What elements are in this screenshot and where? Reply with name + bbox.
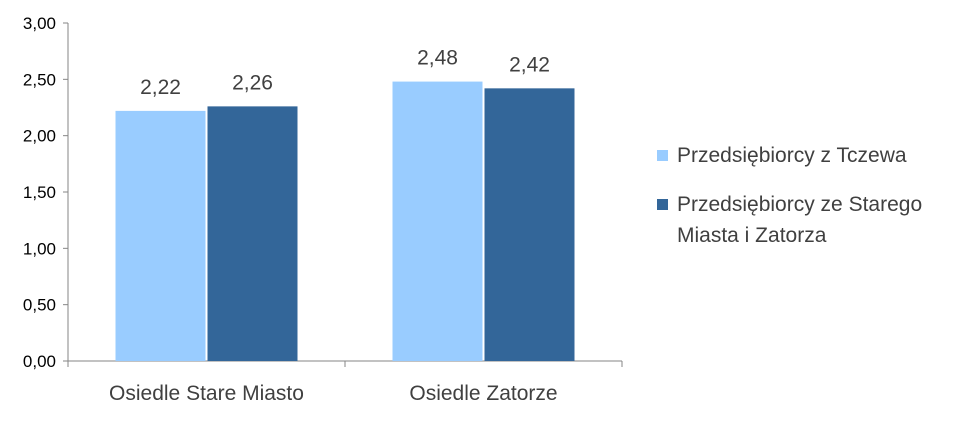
bar [484, 88, 575, 361]
bar-data-label: 2,48 [417, 47, 458, 70]
legend-label-tczew: Przedsiębiorcy z Tczewa [677, 144, 907, 167]
bar [207, 106, 298, 361]
legend-swatch-stare-miasto-zatorze [657, 199, 668, 210]
bar-data-label: 2,26 [232, 71, 273, 94]
legend-label-stare-miasto-zatorze: Przedsiębiorcy ze Starego Miasta i Zator… [677, 193, 923, 247]
bar-data-label: 2,42 [509, 53, 550, 76]
y-tick-label: 3,00 [23, 14, 56, 33]
y-tick-label: 1,00 [23, 239, 56, 258]
y-tick-label: 1,50 [23, 183, 56, 202]
bar [115, 110, 206, 361]
chart-legend: Przedsiębiorcy z Tczewa Przedsiębiorcy z… [657, 140, 952, 269]
legend-item-stare-miasto-zatorze: Przedsiębiorcy ze Starego Miasta i Zator… [657, 189, 952, 251]
bar [392, 81, 483, 361]
y-tick-label: 0,50 [23, 296, 56, 315]
y-tick-label: 2,50 [23, 70, 56, 89]
x-category-label: Osiedle Stare Miasto [109, 382, 304, 405]
x-category-label: Osiedle Zatorze [409, 382, 557, 405]
legend-item-tczew: Przedsiębiorcy z Tczewa [657, 140, 952, 171]
bar-data-label: 2,22 [140, 76, 181, 99]
y-tick-label: 0,00 [23, 352, 56, 371]
legend-swatch-tczew [657, 150, 668, 161]
y-tick-label: 2,00 [23, 127, 56, 146]
